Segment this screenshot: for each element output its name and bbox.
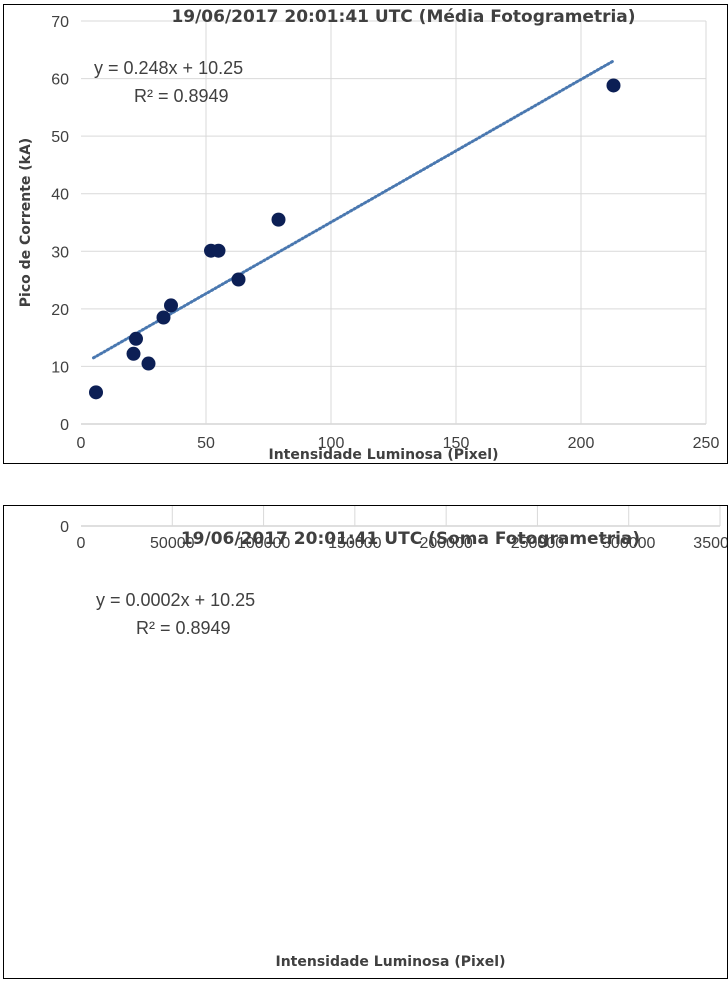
x-tick-label: 150 xyxy=(443,435,470,452)
y-axis-title: Pico de Corrente (kA) xyxy=(18,138,34,307)
x-tick-label: 300000 xyxy=(602,535,655,552)
x-tick-label: 250000 xyxy=(511,535,564,552)
data-point xyxy=(141,356,156,371)
x-tick-label: 200000 xyxy=(419,535,472,552)
chart-soma-fotogrametria: 0102030405060700500001000001500002000002… xyxy=(3,505,728,979)
y-tick-label: 10 xyxy=(51,359,69,376)
trendline-equation: y = 0.248x + 10.25 xyxy=(94,58,243,78)
x-tick-label: 100 xyxy=(318,435,345,452)
scatter-chart-svg: 0 10 20 30 40 50 60 70 0 50 100 150 200 250 19/06/2017… xyxy=(18,7,719,463)
data-point xyxy=(129,331,143,346)
data-point xyxy=(271,212,286,227)
trendline-equation: y = 0.0002x + 10.25 xyxy=(96,590,255,610)
y-tick-label: 20 xyxy=(51,302,69,319)
data-point xyxy=(156,310,171,325)
x-tick-label: 250 xyxy=(693,435,720,452)
scatter-chart-svg: 0102030405060700500001000001500002000002… xyxy=(60,506,727,970)
data-point xyxy=(606,78,621,93)
data-point xyxy=(164,298,178,313)
x-tick-label: 50000 xyxy=(150,535,195,552)
chart-media-fotogrametria: 0 10 20 30 40 50 60 70 0 50 100 150 200 250 19/06/2017… xyxy=(3,4,728,464)
data-point xyxy=(231,272,246,287)
r-squared-label: R² = 0.8949 xyxy=(134,86,229,106)
x-axis-title: Intensidade Luminosa (Pixel) xyxy=(275,954,505,970)
x-tick-label: 350000 xyxy=(693,535,727,552)
r-squared-label: R² = 0.8949 xyxy=(136,618,231,638)
x-tick-label: 50 xyxy=(197,435,215,452)
y-tick-label: 50 xyxy=(51,129,69,146)
data-point xyxy=(211,243,226,258)
y-tick-label: 40 xyxy=(51,187,69,204)
x-tick-label: 100000 xyxy=(237,535,290,552)
x-tick-label: 200 xyxy=(568,435,595,452)
y-tick-label: 60 xyxy=(51,72,69,89)
chart-title: 19/06/2017 20:01:41 UTC (Média Fotograme… xyxy=(171,7,635,27)
data-point xyxy=(89,385,103,400)
y-tick-label: 70 xyxy=(51,14,69,31)
x-tick-label: 150000 xyxy=(328,535,381,552)
x-tick-label: 0 xyxy=(77,535,86,552)
plot-group: 0102030405060700500001000001500002000002… xyxy=(60,506,727,970)
data-point xyxy=(126,346,141,361)
x-tick-label: 0 xyxy=(77,435,86,452)
y-tick-label: 0 xyxy=(60,519,69,536)
x-axis-title: Intensidade Luminosa (Pixel) xyxy=(268,447,498,463)
plot-group: 0 10 20 30 40 50 60 70 0 50 100 150 200 250 19/06/2017… xyxy=(18,7,719,463)
trendline xyxy=(92,59,615,360)
chart-title: 19/06/2017 20:01:41 UTC (Soma Fotogramet… xyxy=(181,529,640,549)
y-tick-label: 30 xyxy=(51,244,69,261)
y-tick-label: 0 xyxy=(60,417,69,434)
